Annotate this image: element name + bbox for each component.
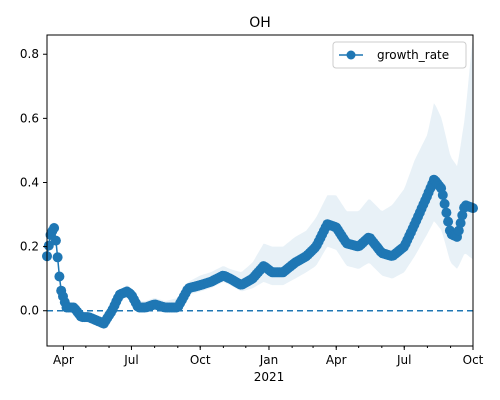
- data-point: [457, 210, 468, 221]
- y-tick-label: 0.6: [20, 111, 39, 125]
- legend: growth_rate: [332, 41, 467, 69]
- data-point: [49, 223, 60, 233]
- plot-area: [42, 35, 478, 329]
- data-point: [455, 218, 466, 228]
- data-point: [439, 198, 450, 209]
- data-point: [437, 190, 448, 200]
- x-tick-label: Oct: [463, 353, 484, 367]
- x-tick-label: Jan: [259, 353, 279, 367]
- confidence-band: [47, 35, 473, 327]
- x-tick-label: Apr: [326, 353, 347, 367]
- data-point: [50, 235, 61, 246]
- x-year-label: 2021: [254, 370, 285, 384]
- x-tick-label: Jul: [396, 353, 411, 367]
- legend-box: [332, 41, 467, 69]
- data-point: [453, 225, 464, 236]
- data-point: [441, 207, 452, 218]
- series-points: [42, 174, 478, 329]
- legend-dot-marker: [346, 50, 356, 60]
- y-tick-label: 0.2: [20, 240, 39, 254]
- y-tick-label: 0.4: [20, 175, 39, 189]
- y-tick-label: 0.8: [20, 47, 39, 61]
- y-axis: 0.0 0.2 0.4 0.6 0.8: [20, 47, 47, 318]
- data-point: [54, 271, 65, 282]
- x-tick-label: Apr: [53, 353, 74, 367]
- chart-title: OH: [249, 15, 271, 31]
- x-tick-label: Oct: [190, 353, 211, 367]
- data-point: [43, 240, 54, 251]
- x-tick-label: Jul: [123, 353, 138, 367]
- data-point: [443, 216, 454, 227]
- axes-frame: [46, 34, 474, 347]
- x-axis: Apr Jul Oct Jan Apr Jul Oct 2021: [53, 346, 484, 384]
- data-point: [52, 252, 63, 263]
- y-tick-label: 0.0: [20, 304, 39, 318]
- legend-label-growth-rate: growth_rate: [377, 48, 449, 62]
